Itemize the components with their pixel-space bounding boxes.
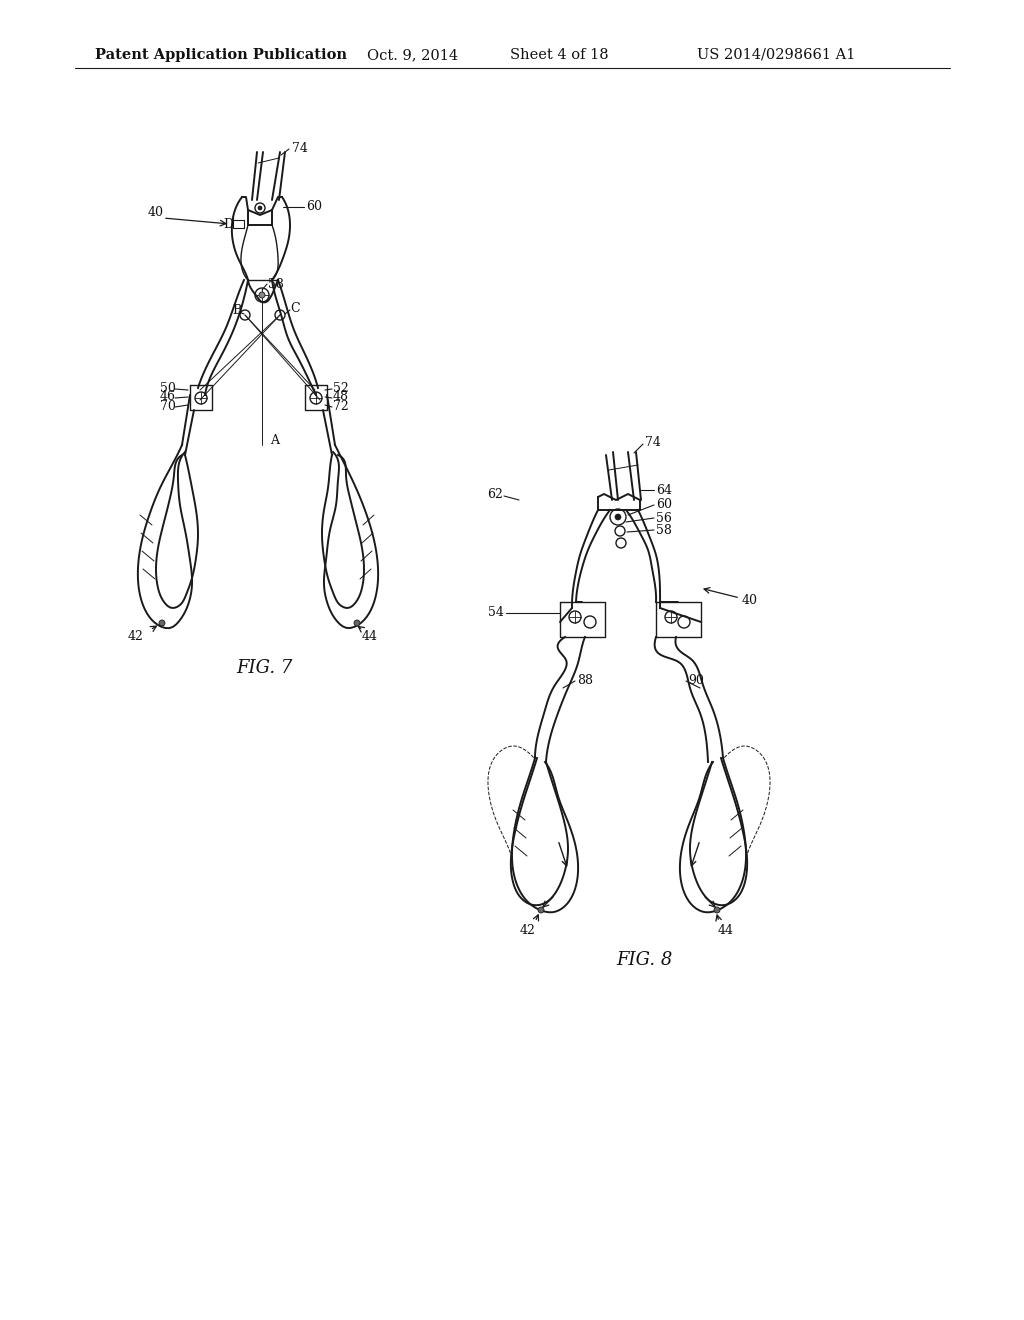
Text: 44: 44 [362,631,378,644]
Circle shape [714,907,720,913]
Circle shape [615,513,621,520]
Text: 72: 72 [333,400,349,412]
Text: 42: 42 [520,924,536,936]
Text: 64: 64 [656,483,672,496]
Text: Patent Application Publication: Patent Application Publication [95,48,347,62]
Text: 70: 70 [160,400,176,412]
Text: D: D [223,218,233,231]
Text: 42: 42 [128,631,144,644]
Text: 50: 50 [160,381,176,395]
Text: 52: 52 [333,381,349,395]
Text: 46: 46 [160,391,176,404]
Text: 58: 58 [656,524,672,536]
Text: 88: 88 [577,673,593,686]
Circle shape [354,620,360,626]
Circle shape [258,206,262,210]
Text: 60: 60 [656,499,672,511]
Text: Sheet 4 of 18: Sheet 4 of 18 [510,48,608,62]
Text: FIG. 8: FIG. 8 [616,950,673,969]
Circle shape [538,907,544,913]
Text: B: B [232,304,242,317]
Circle shape [159,620,165,626]
Text: 58: 58 [268,279,284,292]
Circle shape [259,292,265,298]
Text: 40: 40 [148,206,164,219]
Text: 62: 62 [487,488,503,502]
Text: A: A [270,433,279,446]
Text: C: C [290,301,300,314]
Text: 60: 60 [306,201,322,214]
Text: US 2014/0298661 A1: US 2014/0298661 A1 [697,48,855,62]
Text: 40: 40 [742,594,758,606]
Text: 74: 74 [645,437,660,450]
Text: 48: 48 [333,391,349,404]
Text: 44: 44 [718,924,734,936]
Text: FIG. 7: FIG. 7 [236,659,293,677]
Text: 54: 54 [488,606,504,619]
Text: 90: 90 [688,673,703,686]
Text: 74: 74 [292,141,308,154]
Text: 56: 56 [656,511,672,524]
Text: Oct. 9, 2014: Oct. 9, 2014 [367,48,458,62]
